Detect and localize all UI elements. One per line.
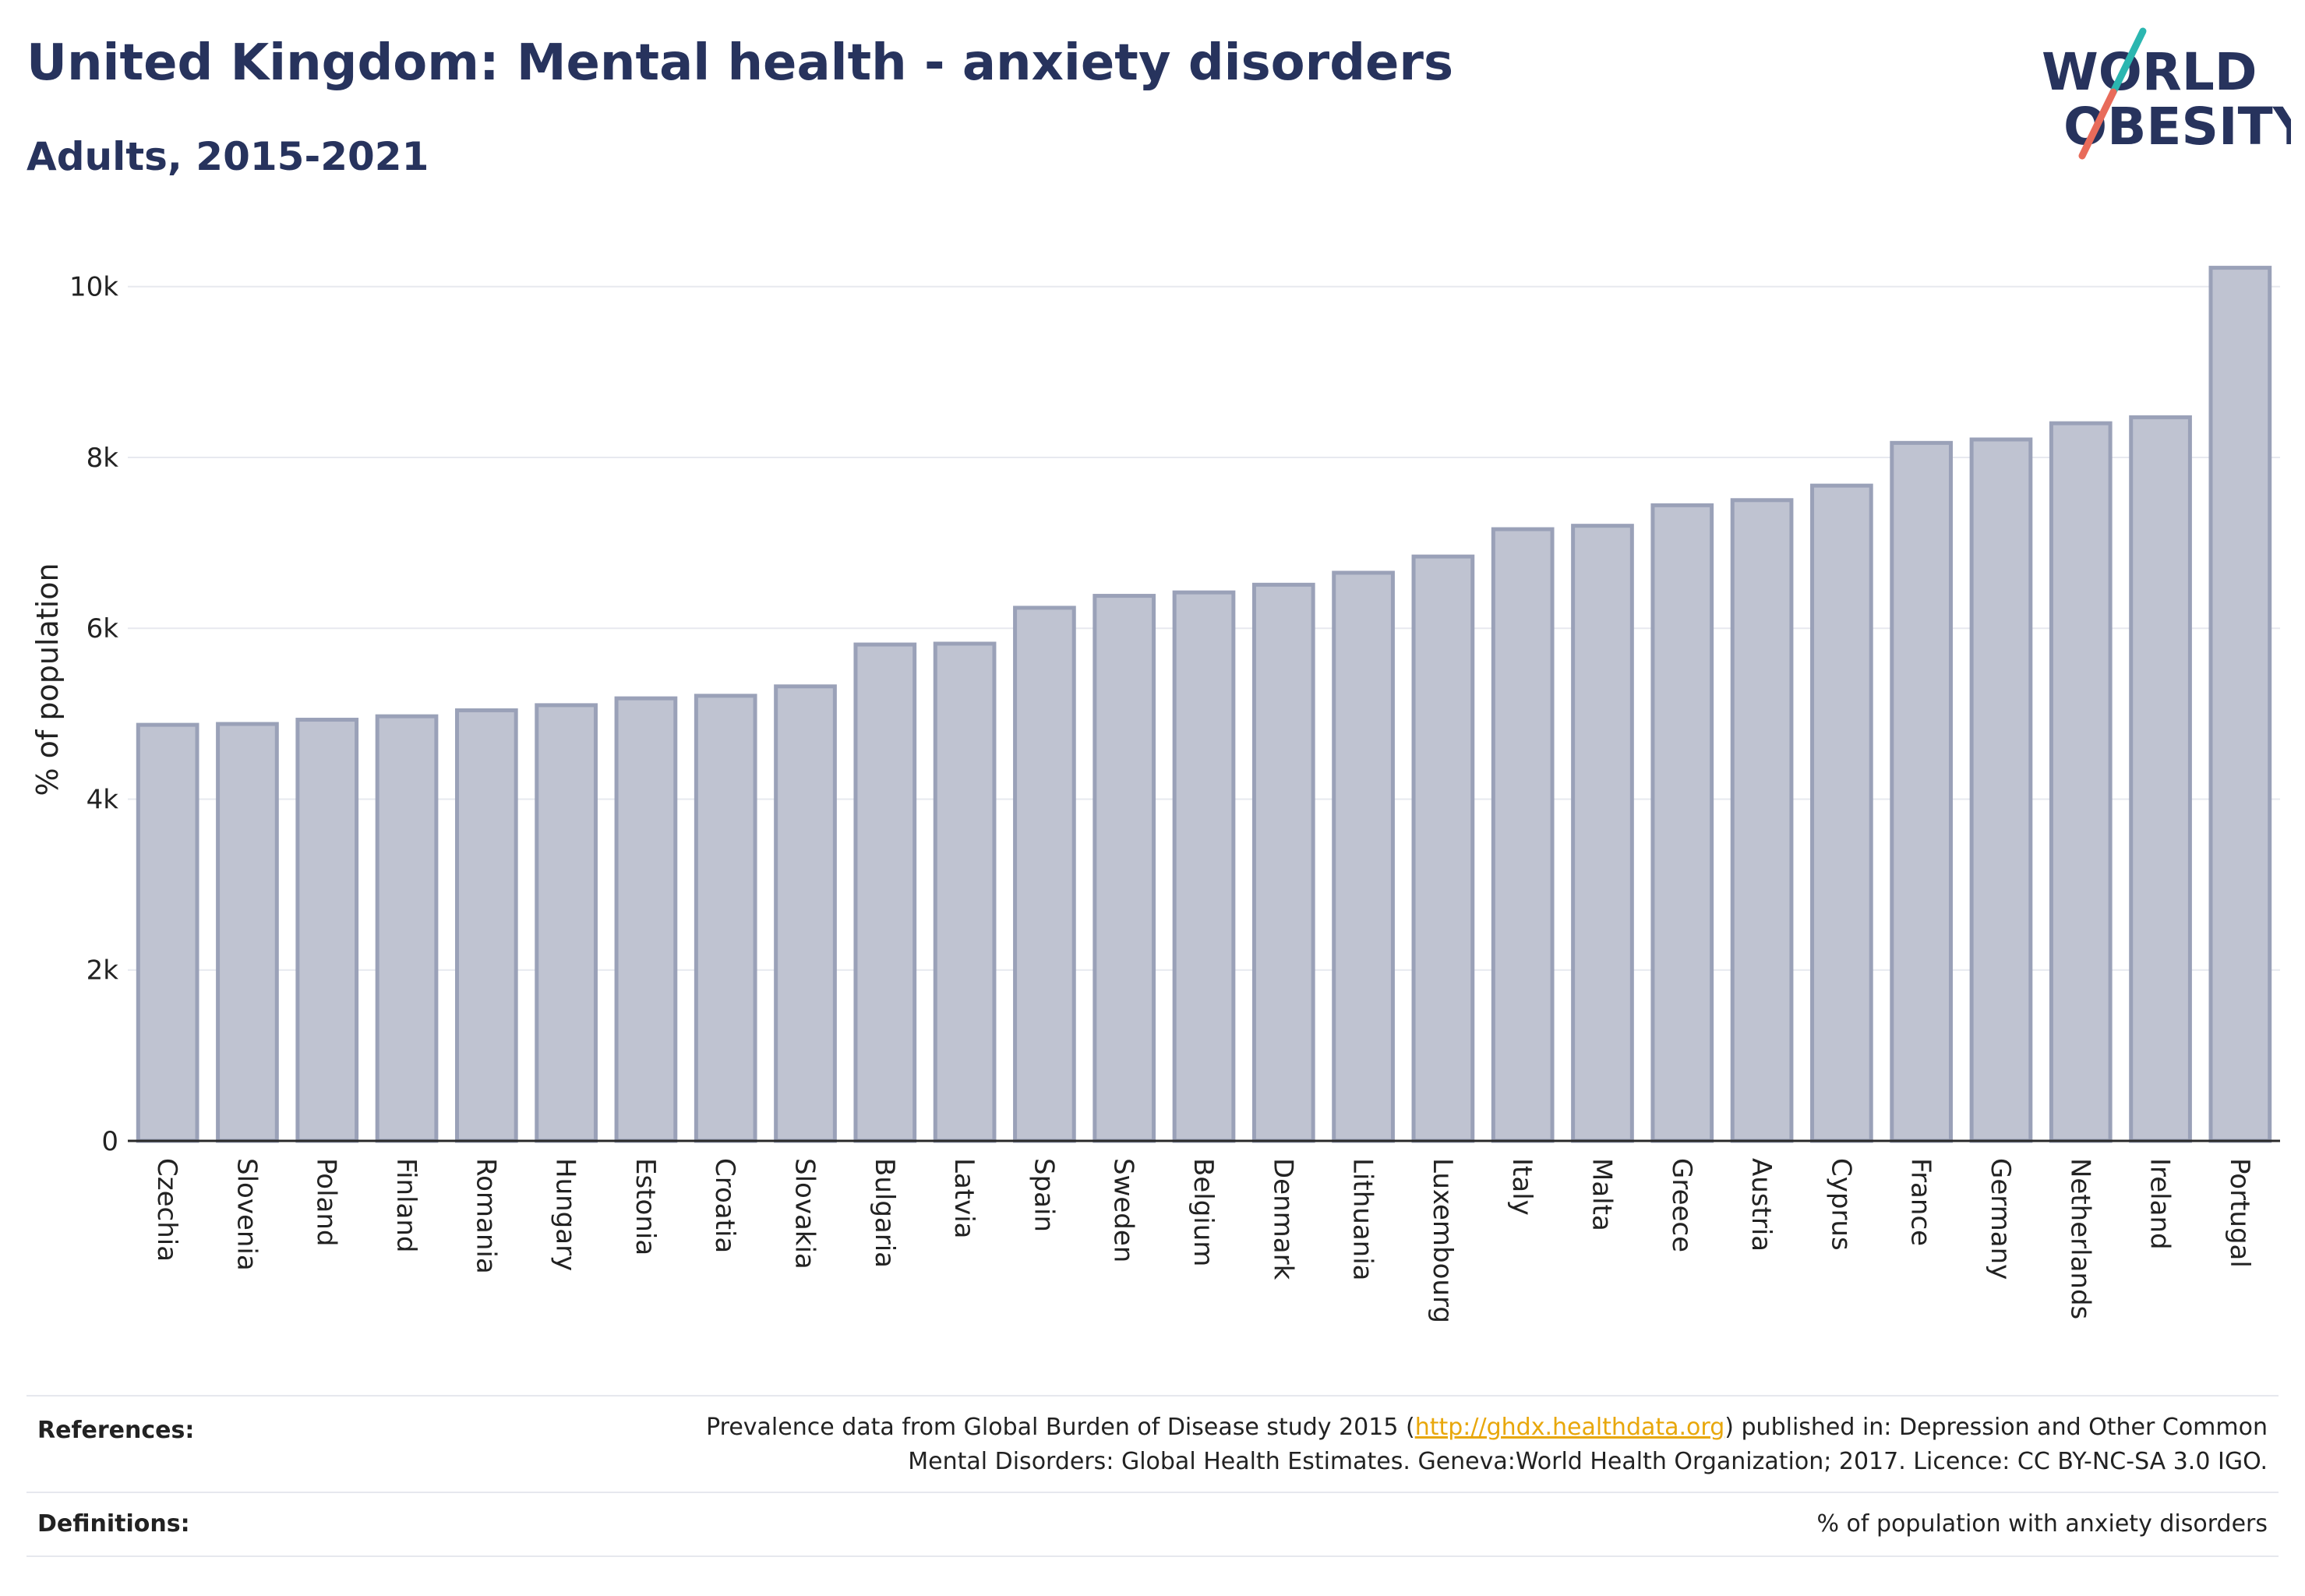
bar-latvia[interactable] xyxy=(933,641,997,1143)
bar-lithuania[interactable] xyxy=(1332,570,1395,1143)
bars-layer xyxy=(136,266,2272,1143)
bar-chart: 0 2k 4k 6k 8k 10k Czechia Slovenia Poland Finland… xyxy=(30,266,2280,1323)
references-text-1: Prevalence data from Global Burden of Di… xyxy=(706,1414,1415,1441)
x-tick-label: Finland xyxy=(390,1158,422,1253)
x-tick-label: Croatia xyxy=(709,1158,740,1253)
references-text-3: Mental Disorders: Global Health Estimate… xyxy=(908,1448,2268,1475)
bar-cyprus[interactable] xyxy=(1810,483,1873,1143)
bar-netherlands[interactable] xyxy=(2049,421,2113,1143)
definitions-label: Definitions: xyxy=(37,1510,190,1538)
x-tick-label: Belgium xyxy=(1188,1158,1219,1266)
axis-layer: 0 2k 4k 6k 8k 10k Czechia Slovenia Poland Finland… xyxy=(69,272,2280,1323)
x-tick-label: Latvia xyxy=(948,1158,980,1239)
x-tick-label: Poland xyxy=(311,1158,342,1247)
footer-divider-mid xyxy=(26,1492,2279,1493)
bar-estonia[interactable] xyxy=(614,696,678,1143)
y-tick-label: 0 xyxy=(101,1126,118,1157)
footer-divider-bottom xyxy=(26,1555,2279,1557)
definitions-text: % of population with anxiety disorders xyxy=(1816,1510,2268,1538)
bar-italy[interactable] xyxy=(1491,527,1555,1143)
references-label: References: xyxy=(37,1417,195,1444)
logo-line2: OBESITY xyxy=(2063,97,2291,157)
x-tick-label: Portugal xyxy=(2224,1158,2255,1268)
bar-croatia[interactable] xyxy=(694,694,757,1143)
x-tick-label: Bulgaria xyxy=(869,1158,900,1268)
x-tick-label: Austria xyxy=(1746,1158,1777,1252)
bar-germany[interactable] xyxy=(1969,437,2033,1143)
y-tick-label: 10k xyxy=(69,272,118,303)
world-obesity-logo: WORLD OBESITY xyxy=(2042,27,2291,160)
logo-slash-teal xyxy=(2109,27,2147,96)
chart-title: United Kingdom: Mental health - anxiety … xyxy=(26,34,1454,92)
bar-luxembourg[interactable] xyxy=(1411,554,1475,1143)
y-axis-label: % of population xyxy=(30,563,65,796)
x-tick-label: Denmark xyxy=(1267,1158,1298,1280)
y-tick-label: 2k xyxy=(86,955,119,987)
references-text: Prevalence data from Global Burden of Di… xyxy=(706,1411,2268,1479)
bar-belgium[interactable] xyxy=(1172,590,1236,1143)
bar-romania[interactable] xyxy=(454,708,518,1143)
x-tick-label: Ireland xyxy=(2144,1158,2176,1250)
logo-slash-coral xyxy=(2078,88,2117,160)
bar-czechia[interactable] xyxy=(136,722,199,1143)
x-tick-label: Malta xyxy=(1586,1158,1617,1231)
y-tick-label: 6k xyxy=(86,613,119,644)
footer-divider-top xyxy=(26,1395,2279,1396)
x-tick-label: Romania xyxy=(470,1158,501,1274)
x-tick-label: Spain xyxy=(1028,1158,1059,1232)
x-tick-label: Lithuania xyxy=(1347,1158,1378,1280)
references-text-2: ) published in: Depression and Other Com… xyxy=(1724,1414,2268,1441)
x-tick-label: Netherlands xyxy=(2064,1158,2095,1319)
x-tick-label: Slovenia xyxy=(231,1158,262,1271)
bar-ireland[interactable] xyxy=(2129,415,2192,1143)
x-tick-label: Italy xyxy=(1506,1158,1537,1216)
bar-poland[interactable] xyxy=(295,718,359,1143)
y-tick-label: 4k xyxy=(86,784,119,815)
bar-bulgaria[interactable] xyxy=(853,642,917,1143)
bar-greece[interactable] xyxy=(1650,503,1714,1143)
bar-slovakia[interactable] xyxy=(774,684,837,1143)
x-tick-label: Hungary xyxy=(550,1158,581,1271)
x-tick-label: Greece xyxy=(1666,1158,1697,1252)
bar-finland[interactable] xyxy=(375,714,439,1143)
bar-portugal[interactable] xyxy=(2208,266,2272,1143)
references-link[interactable]: http://ghdx.healthdata.org xyxy=(1414,1414,1725,1441)
bar-hungary[interactable] xyxy=(535,703,598,1143)
chart-subtitle: Adults, 2015-2021 xyxy=(26,134,429,179)
x-tick-label: Cyprus xyxy=(1825,1158,1856,1251)
references-row: References: Prevalence data from Global … xyxy=(26,1396,2279,1490)
x-tick-label: Sweden xyxy=(1108,1158,1139,1262)
x-tick-label: Germany xyxy=(1985,1158,2016,1280)
bar-austria[interactable] xyxy=(1730,498,1794,1143)
bar-denmark[interactable] xyxy=(1251,582,1315,1143)
y-tick-label: 8k xyxy=(86,443,119,474)
x-tick-label: Czechia xyxy=(151,1158,182,1262)
x-tick-label: Luxembourg xyxy=(1427,1158,1458,1323)
bar-france[interactable] xyxy=(1890,440,1954,1143)
bar-spain[interactable] xyxy=(1013,606,1076,1143)
bar-slovenia[interactable] xyxy=(216,722,279,1143)
x-tick-label: France xyxy=(1905,1158,1936,1246)
logo-line1: WORLD xyxy=(2042,42,2257,102)
x-tick-label: Slovakia xyxy=(789,1158,821,1269)
bar-sweden[interactable] xyxy=(1092,594,1156,1143)
definitions-row: Definitions: % of population with anxiet… xyxy=(26,1493,2279,1554)
bar-malta[interactable] xyxy=(1571,524,1634,1143)
x-tick-label: Estonia xyxy=(630,1158,661,1255)
